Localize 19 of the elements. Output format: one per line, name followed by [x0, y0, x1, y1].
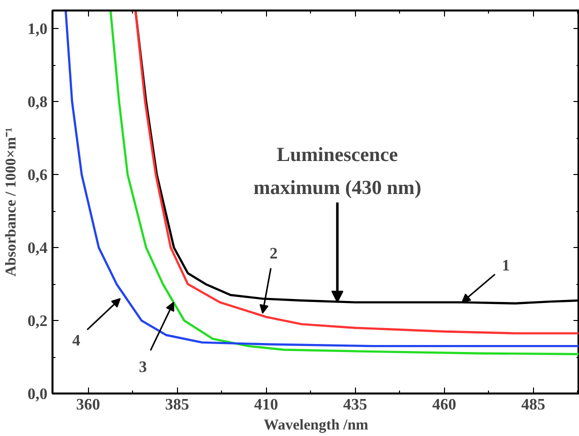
- x-tick-label: 360: [76, 396, 100, 414]
- x-tick-label: 485: [521, 396, 546, 414]
- annotation: 4: [72, 332, 80, 350]
- annotation: 2: [270, 246, 278, 263]
- y-tick-label: 0,6: [28, 167, 48, 184]
- x-tick-label: 385: [165, 396, 190, 414]
- x-axis-title: Wavelength /nm: [264, 418, 369, 434]
- x-tick-label: 410: [254, 396, 278, 414]
- y-tick-label: 1,0: [28, 21, 48, 38]
- x-tick-label: 460: [432, 396, 456, 414]
- y-tick-label: 0,0: [28, 386, 48, 403]
- y-tick-label: 0,4: [28, 240, 48, 258]
- annotation: Luminescence maximum (430 nm): [253, 144, 422, 199]
- y-tick-label: 0,8: [28, 94, 48, 112]
- y-tick-label: 0,2: [28, 313, 48, 330]
- x-tick-label: 435: [343, 396, 368, 414]
- annotation: 3: [138, 358, 147, 376]
- annotation: 1: [502, 258, 510, 275]
- y-axis-title: Absorbance / 1000×m⁻¹: [4, 128, 20, 276]
